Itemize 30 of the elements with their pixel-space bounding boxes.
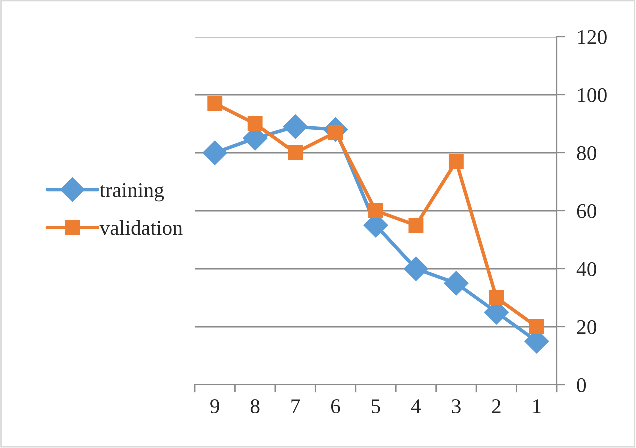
point	[208, 96, 223, 112]
point	[489, 290, 504, 306]
point	[368, 204, 384, 218]
point	[283, 114, 308, 140]
point	[202, 140, 228, 166]
point	[444, 271, 469, 296]
x-tick-label: 7	[292, 400, 300, 414]
point	[408, 218, 424, 233]
y-tick-label: 120	[578, 30, 607, 44]
y-tick-label: 100	[578, 88, 607, 102]
x-tick-label: 3	[452, 400, 461, 414]
x-tick-label: 1	[534, 400, 541, 414]
point	[448, 154, 464, 170]
y-tick-label: 80	[577, 146, 596, 160]
y-tick-label: 60	[577, 204, 596, 218]
point	[404, 256, 429, 282]
y-tick-label: 40	[576, 262, 596, 276]
point	[248, 116, 263, 132]
x-tick-label: 4	[411, 400, 422, 414]
y-tick-label: 0	[577, 378, 586, 392]
x-tick-label: 2	[492, 400, 501, 414]
legend-label: training	[100, 183, 164, 202]
point	[288, 146, 304, 160]
y-tick-label: 20	[577, 320, 596, 334]
x-tick-label: 5	[372, 400, 380, 414]
point	[529, 320, 544, 334]
x-tick-label: 9	[210, 400, 220, 414]
legend-label: validation	[100, 220, 183, 236]
x-tick-label: 6	[331, 400, 340, 414]
x-tick-label: 8	[250, 399, 260, 414]
